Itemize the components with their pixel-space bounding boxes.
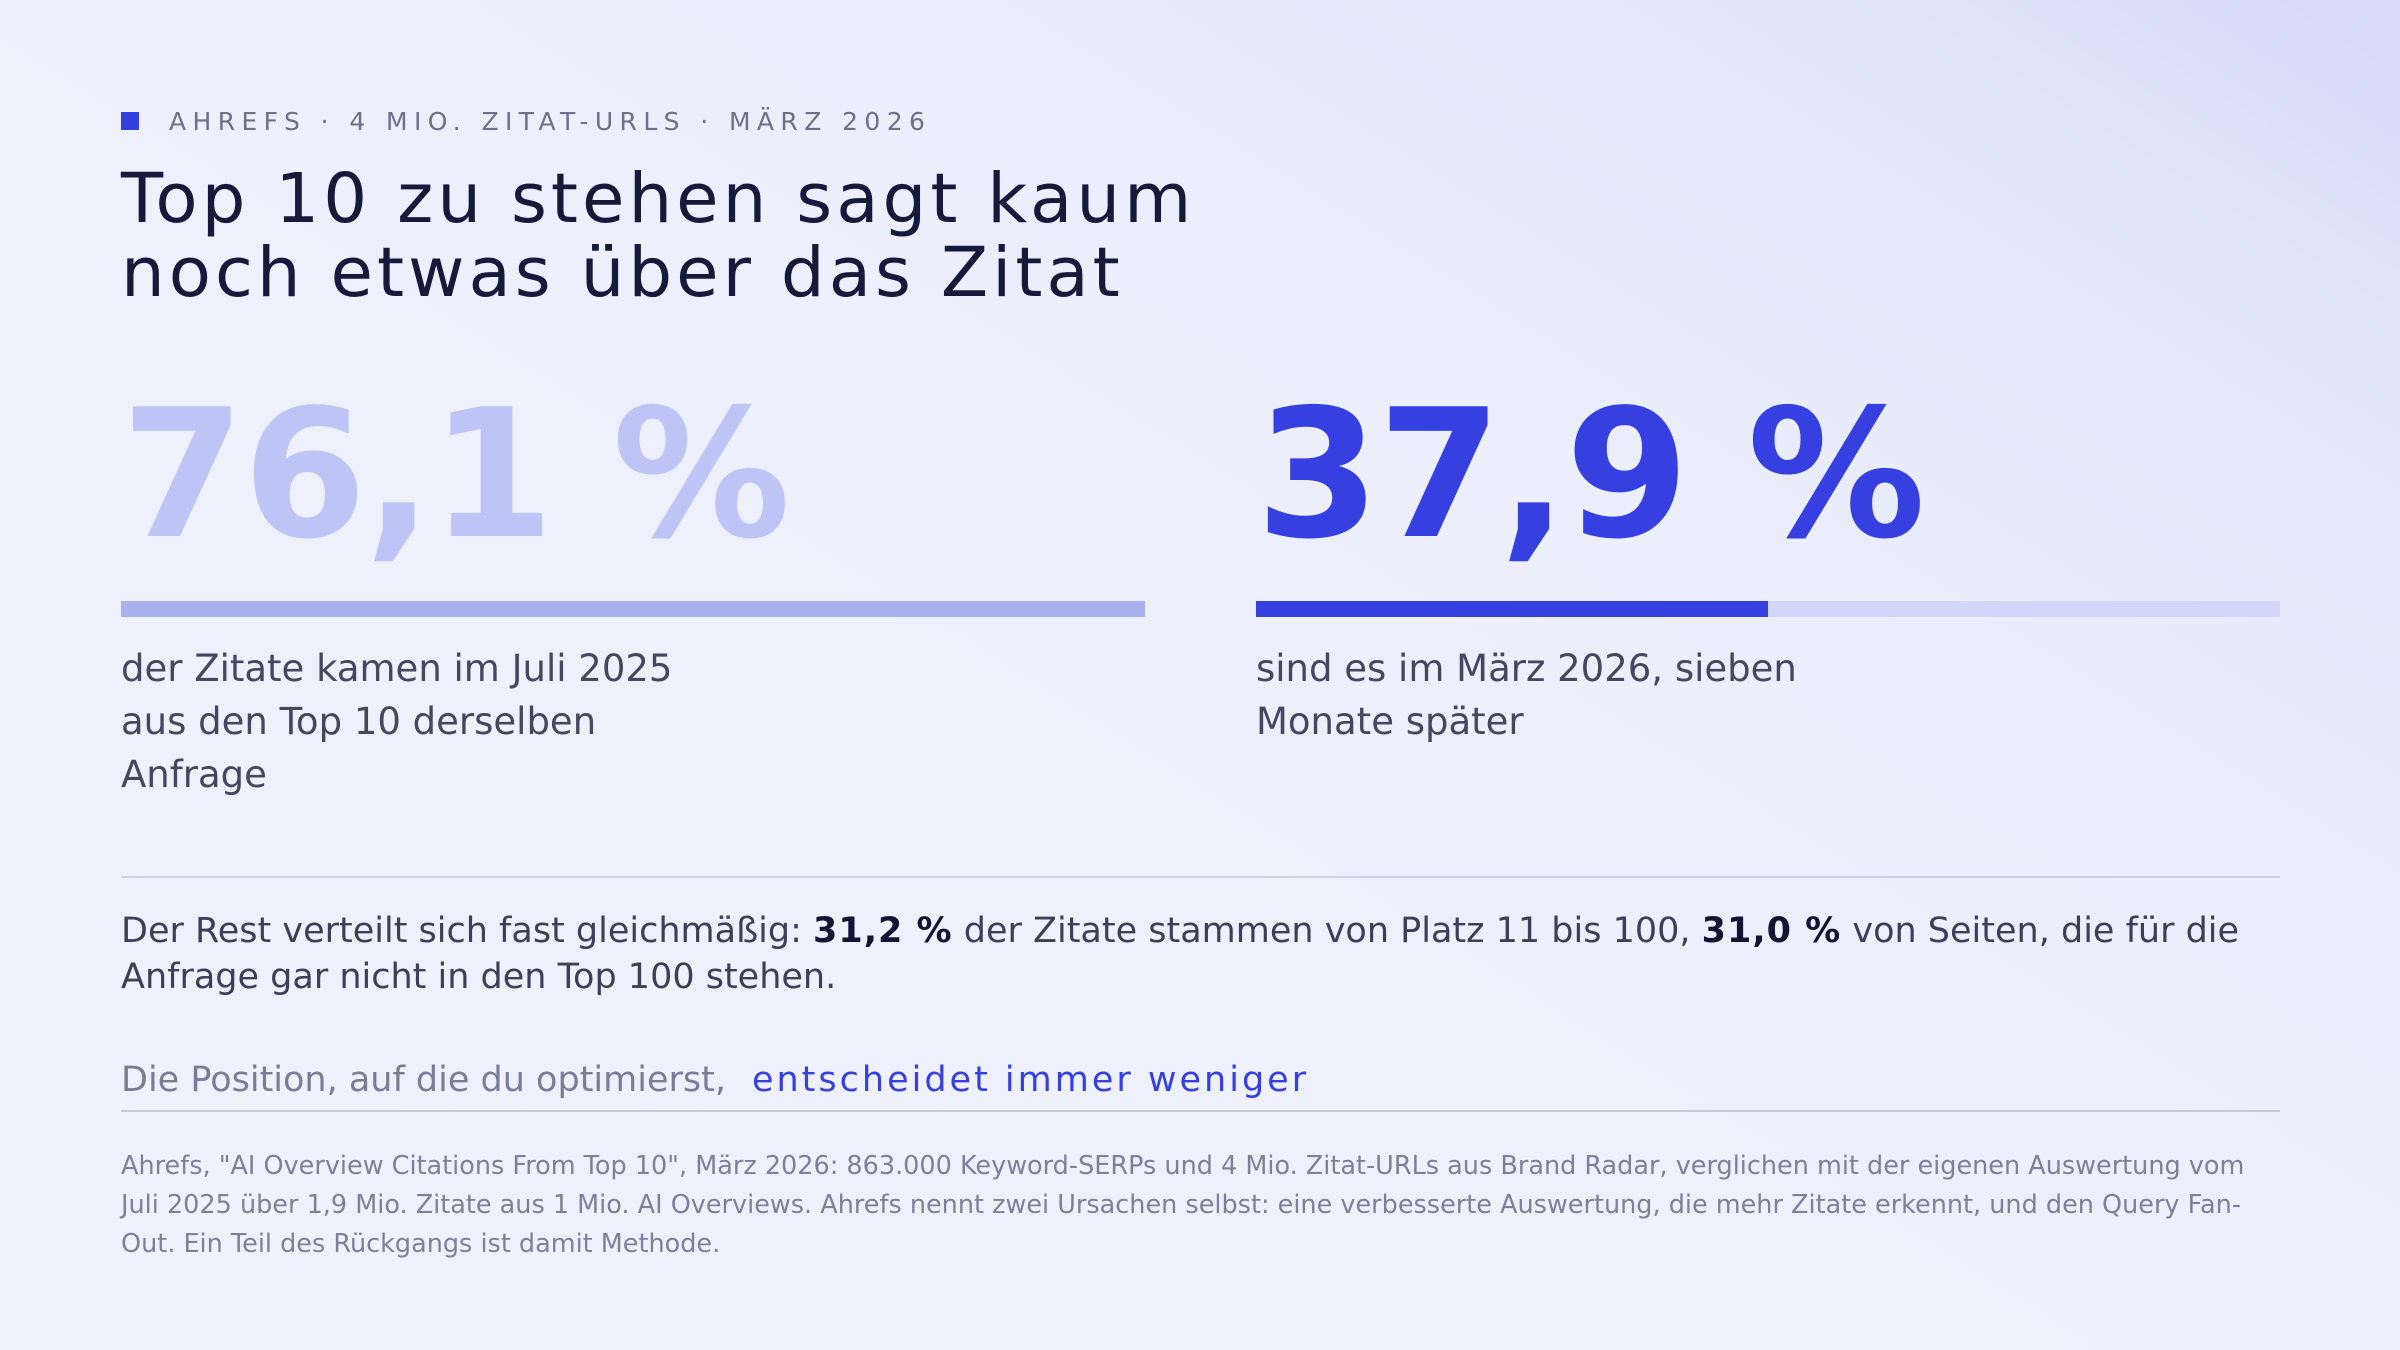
summary-part: von Seiten, die für die Anfrage gar nich… [121,911,2240,997]
punchline-accent: entscheidet immer weniger [751,1060,1310,1100]
summary-part: Der Rest verteilt sich fast gleichmäßig: [121,911,813,951]
kicker-square-icon [121,112,139,130]
stat-description: der Zitate kamen im Juli 2025 aus den To… [121,642,721,801]
stat-july-2025: 76,1 % der Zitate kamen im Juli 2025 aus… [121,370,1145,796]
stat-march-2026: 37,9 % sind es im März 2026, sieben Mona… [1256,370,2280,743]
headline-line-2: noch etwas über das Zitat [121,233,1124,313]
stat-description-line: der Zitate kamen im Juli 2025 [121,647,673,690]
stat-description-line: sind es im März 2026, sieben [1256,647,1797,690]
punchline-underline [121,1110,2280,1112]
source-footnote: Ahrefs, "AI Overview Citations From Top … [121,1151,2245,1259]
kicker: AHREFS · 4 MIO. ZITAT-URLS · MÄRZ 2026 [121,104,931,138]
stat-bar-fill [121,601,1145,617]
stat-bar-track [1256,601,2280,617]
headline-line-1: Top 10 zu stehen sagt kaum [121,159,1196,239]
stat-value: 37,9 % [1256,371,1926,578]
summary-part: der Zitate stammen von Platz 11 bis 100, [952,911,1702,951]
stat-description-line: Anfrage [121,753,267,796]
stat-value: 76,1 % [121,371,791,578]
section-divider [121,876,2280,878]
punchline-lead: Die Position, auf die du optimierst, [121,1060,726,1100]
summary-text: Der Rest verteilt sich fast gleichmäßig:… [121,908,2291,1000]
stat-bar-fill [1256,601,1768,617]
punchline: Die Position, auf die du optimierst, ent… [121,1060,1309,1112]
kicker-text: AHREFS · 4 MIO. ZITAT-URLS · MÄRZ 2026 [169,106,932,136]
stat-description-line: Monate später [1256,700,1524,743]
summary-highlight: 31,2 % [813,911,953,951]
stat-bar-track [121,601,1145,617]
page-title: Top 10 zu stehen sagt kaum noch etwas üb… [121,162,1421,310]
summary-highlight: 31,0 % [1701,911,1842,951]
stat-description-line: aus den Top 10 derselben [121,700,597,743]
stat-description: sind es im März 2026, sieben Monate spät… [1256,642,1856,748]
